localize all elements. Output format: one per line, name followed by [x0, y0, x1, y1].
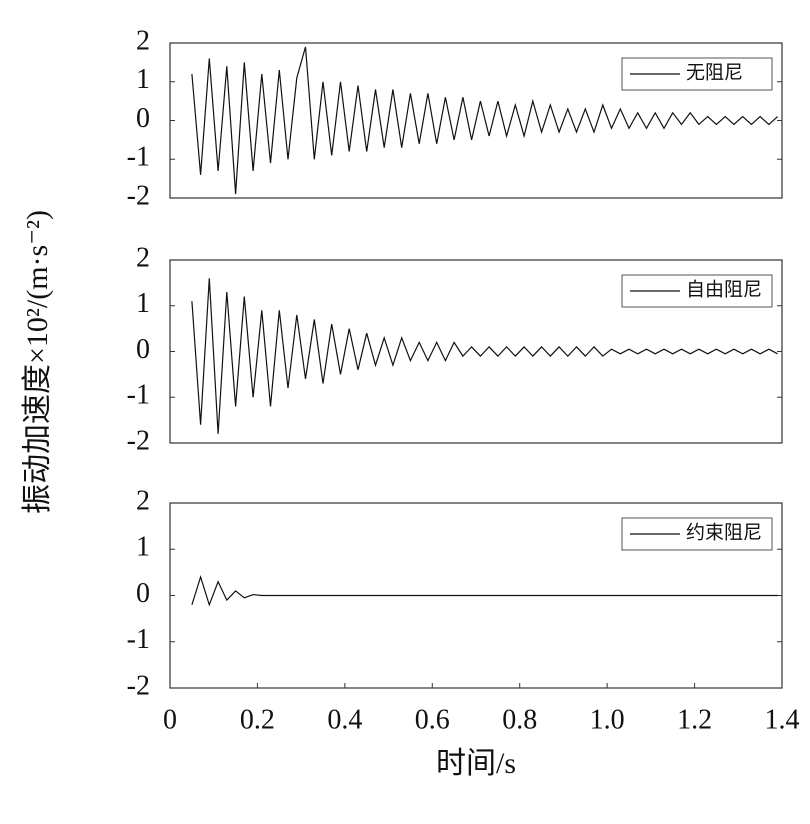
x-tick-label: 0.2	[240, 704, 275, 735]
y-tick-label: 2	[136, 485, 150, 516]
y-tick-label: 2	[136, 242, 150, 273]
legend-label: 约束阻尼	[686, 521, 762, 543]
signal-line	[191, 278, 778, 434]
y-tick-label: -2	[127, 670, 150, 701]
y-tick-label: -2	[127, 180, 150, 211]
x-tick-label: 1.0	[590, 704, 625, 735]
x-axis-label: 时间/s	[436, 747, 516, 780]
x-tick-label: 0.6	[415, 704, 450, 735]
y-tick-label: -1	[127, 624, 150, 655]
x-tick-label: 1.2	[677, 704, 712, 735]
legend-label: 自由阻尼	[686, 278, 762, 300]
y-tick-label: -1	[127, 380, 150, 411]
y-tick-label: 1	[136, 532, 150, 563]
x-tick-label: 0	[163, 704, 177, 735]
y-tick-label: 0	[136, 103, 150, 134]
x-tick-label: 0.8	[502, 704, 537, 735]
y-tick-label: 2	[136, 25, 150, 56]
signal-line	[191, 574, 778, 607]
y-tick-label: 1	[136, 64, 150, 95]
y-axis-label: 振动加速度×10²/(m·s⁻²)	[21, 210, 54, 514]
y-tick-label: -1	[127, 142, 150, 173]
x-tick-label: 1.4	[765, 704, 800, 735]
y-tick-label: 1	[136, 288, 150, 319]
legend-label: 无阻尼	[686, 61, 743, 83]
y-tick-label: -2	[127, 425, 150, 456]
y-tick-label: 0	[136, 578, 150, 609]
signal-line	[191, 46, 779, 195]
x-tick-label: 0.4	[327, 704, 362, 735]
y-tick-label: 0	[136, 334, 150, 365]
